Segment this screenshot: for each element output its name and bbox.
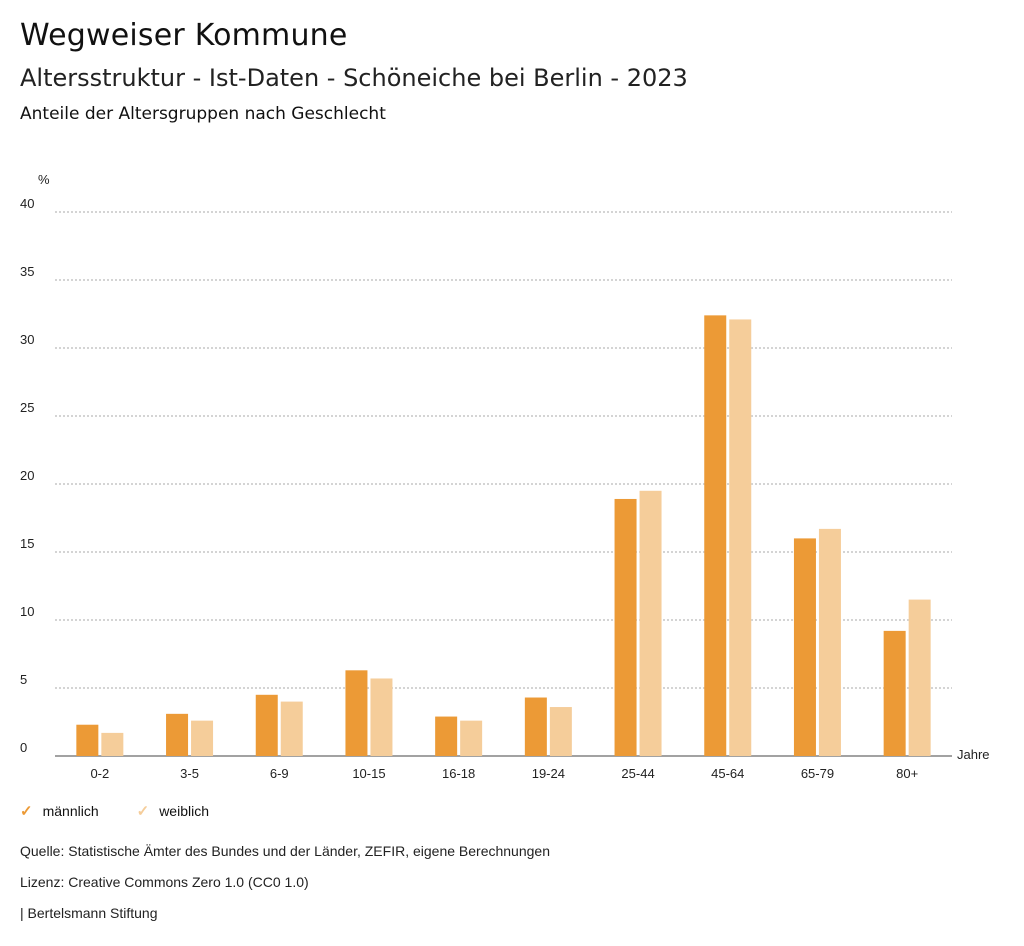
y-tick-label: 10	[20, 604, 34, 619]
grid-lines	[55, 211, 952, 757]
chart-subtitle: Altersstruktur - Ist-Daten - Schöneiche …	[20, 64, 688, 92]
y-tick-label: 20	[20, 468, 34, 483]
y-tick-label: 5	[20, 672, 27, 687]
bar-männlich-6-9	[255, 694, 278, 756]
x-axis-unit-label: Jahre	[957, 747, 990, 762]
bar-männlich-19-24	[524, 697, 547, 756]
y-axis-unit-label: %	[38, 172, 50, 187]
y-tick-label: 25	[20, 400, 34, 415]
x-tick-label: 3-5	[180, 766, 199, 781]
bar-männlich-10-15	[345, 670, 368, 756]
x-tick-label: 16-18	[442, 766, 475, 781]
x-tick-label: 19-24	[532, 766, 565, 781]
y-tick-label: 35	[20, 264, 34, 279]
publisher-note: | Bertelsmann Stiftung	[20, 905, 158, 921]
bar-männlich-45-64	[704, 315, 727, 756]
chart-heading: Anteile der Altersgruppen nach Geschlech…	[20, 104, 386, 124]
license-note: Lizenz: Creative Commons Zero 1.0 (CC0 1…	[20, 874, 309, 890]
check-icon: ✓	[20, 803, 33, 820]
legend-item-maennlich[interactable]: ✓ männlich	[20, 802, 99, 820]
bar-männlich-80+	[883, 630, 906, 756]
legend-label: männlich	[42, 803, 99, 819]
legend-label: weiblich	[159, 803, 209, 819]
bars	[76, 315, 931, 756]
bar-männlich-16-18	[435, 716, 458, 756]
y-tick-label: 15	[20, 536, 34, 551]
bar-männlich-3-5	[166, 713, 189, 756]
x-tick-label: 10-15	[352, 766, 385, 781]
x-tick-label: 65-79	[801, 766, 834, 781]
bar-männlich-0-2	[76, 724, 99, 756]
y-tick-label: 40	[20, 196, 34, 211]
y-tick-label: 0	[20, 740, 27, 755]
bar-weiblich-80+	[908, 599, 931, 756]
check-icon: ✓	[136, 803, 150, 820]
legend: ✓ männlich ✓ weiblich	[20, 802, 209, 820]
bar-weiblich-6-9	[280, 701, 303, 756]
bar-weiblich-45-64	[729, 319, 752, 756]
y-axis: 0 5 10 15 20 25 30 35 40	[20, 196, 34, 755]
x-tick-label: 6-9	[270, 766, 289, 781]
bar-weiblich-0-2	[101, 732, 124, 756]
y-tick-label: 30	[20, 332, 34, 347]
bar-männlich-65-79	[793, 538, 816, 756]
bar-weiblich-19-24	[549, 707, 572, 756]
bar-weiblich-16-18	[460, 720, 483, 756]
bar-weiblich-65-79	[818, 528, 841, 756]
page-title: Wegweiser Kommune	[20, 18, 348, 53]
bar-weiblich-10-15	[370, 678, 393, 756]
bar-männlich-25-44	[614, 498, 637, 756]
x-tick-label: 80+	[896, 766, 918, 781]
bar-weiblich-3-5	[191, 720, 214, 756]
bar-chart: % 0 5 10 15 20 25 30 35 40 0-2 3-5 6-9 10-15 16-18 19…	[20, 172, 990, 781]
x-axis: 0-2 3-5 6-9 10-15 16-18 19-24 25-44 45-64 65-79 8…	[90, 766, 918, 781]
bar-weiblich-25-44	[639, 490, 662, 756]
x-tick-label: 25-44	[621, 766, 654, 781]
x-tick-label: 45-64	[711, 766, 744, 781]
x-tick-label: 0-2	[90, 766, 109, 781]
legend-item-weiblich[interactable]: ✓ weiblich	[137, 802, 209, 820]
source-note: Quelle: Statistische Ämter des Bundes un…	[20, 843, 550, 859]
